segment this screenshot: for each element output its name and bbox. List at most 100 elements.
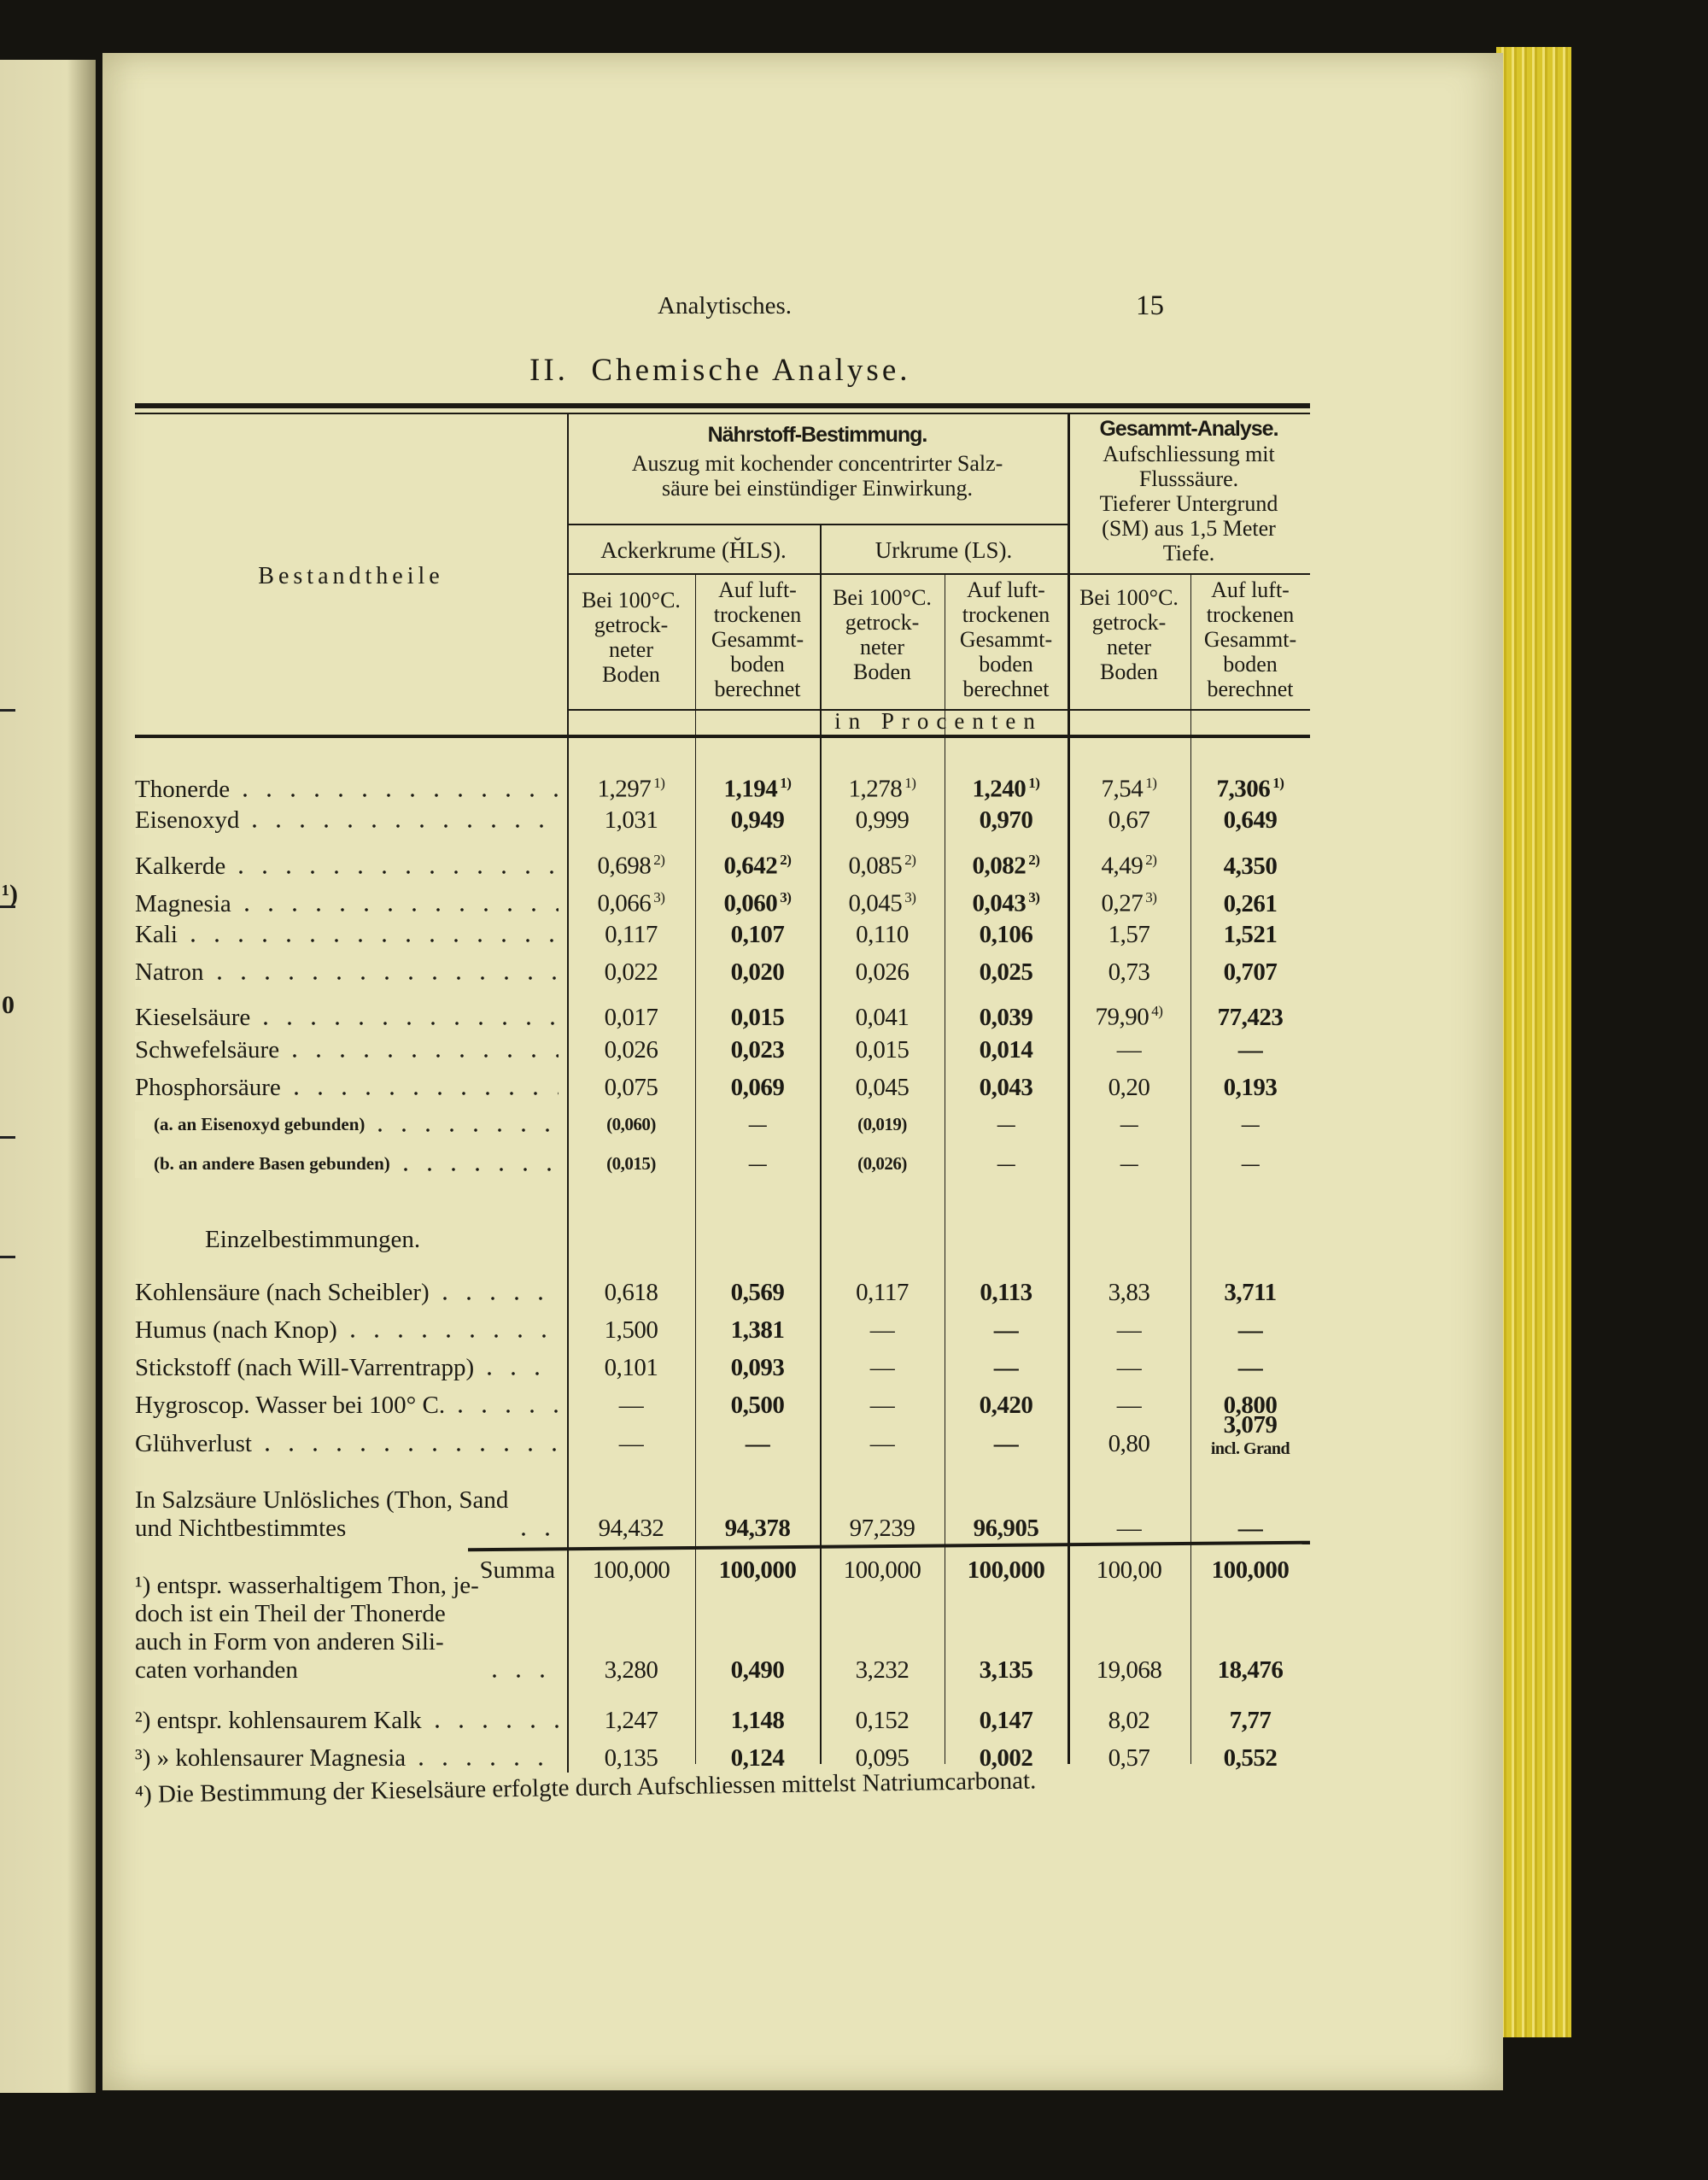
table-cell: — bbox=[945, 1316, 1068, 1345]
left-page-rule bbox=[0, 1136, 15, 1139]
table-cell: 0,949 bbox=[695, 806, 820, 835]
cell-value: 0,147 bbox=[979, 1707, 1033, 1734]
table-cell: — bbox=[1068, 1036, 1190, 1064]
cell-value: 0,261 bbox=[1223, 889, 1278, 917]
leader-dots bbox=[482, 1673, 559, 1679]
footnote-marker: 1) bbox=[1145, 775, 1157, 791]
page-edges bbox=[1496, 47, 1571, 2037]
cell-value: 0,124 bbox=[730, 1744, 785, 1772]
cell-value: 1,194 bbox=[723, 775, 778, 803]
footnote-marker: 3) bbox=[1145, 889, 1157, 905]
table-cell: 0,075 bbox=[567, 1074, 695, 1102]
leader-dots bbox=[254, 1019, 559, 1027]
cell-value: 0,73 bbox=[1108, 958, 1150, 986]
row-label-text: ³) » kohlensaurer Magnesia bbox=[135, 1744, 410, 1773]
leader-dots bbox=[512, 1531, 559, 1538]
cell-value: 0,039 bbox=[979, 1003, 1033, 1031]
unit-rule bbox=[567, 709, 1310, 711]
table-cell: 0,152 bbox=[820, 1707, 945, 1735]
cell-value: 94,432 bbox=[598, 1515, 664, 1542]
table-row: Glühverlust — — — — 0,80 3,079 incl. Grand bbox=[135, 1411, 1310, 1458]
cell-value: 0,117 bbox=[605, 921, 658, 948]
cell-value: 0,017 bbox=[604, 1003, 658, 1031]
group1-subtitle: Auszug mit kochender concentrirter Salz-… bbox=[631, 451, 1003, 501]
cell-value: — bbox=[618, 1392, 644, 1419]
table-cell: — bbox=[1190, 1515, 1310, 1543]
table-cell: 7,77 bbox=[1190, 1707, 1310, 1735]
column-header: Bei 100°C. getrock- neter Boden bbox=[833, 585, 932, 684]
row-label: Magnesia bbox=[135, 889, 567, 918]
table-cell: (0,026) bbox=[820, 1150, 945, 1178]
table-cell: 0,500 bbox=[695, 1392, 820, 1420]
table-cell: 0,999 bbox=[820, 806, 945, 835]
cell-value: 1,278 bbox=[848, 775, 903, 803]
cell-value: 3,83 bbox=[1108, 1279, 1150, 1306]
table-cell: 0,043 bbox=[945, 1074, 1068, 1102]
row-label-text: ¹) entspr. wasserhaltigem Thon, je- doch… bbox=[135, 1572, 483, 1685]
footnote-row: ³) » kohlensaurer Magnesia 0,135 0,124 0,09… bbox=[135, 1744, 1310, 1773]
cell-value: 100,00 bbox=[1096, 1556, 1162, 1584]
row-label: Stickstoff (nach Will-Varrentrapp) bbox=[135, 1354, 567, 1382]
table-cell: 0,020 bbox=[695, 958, 820, 987]
footnote-marker: 1) bbox=[904, 775, 916, 791]
row-label-text: Kali bbox=[135, 921, 181, 949]
cell-value: 0,066 bbox=[597, 889, 652, 917]
table-cell: 0,800 bbox=[1190, 1392, 1310, 1420]
table-cell: 0,110 bbox=[820, 921, 945, 949]
table-cell: 0,117 bbox=[820, 1279, 945, 1307]
cell-value: — bbox=[745, 1430, 770, 1457]
row-label-text: Stickstoff (nach Will-Varrentrapp) bbox=[135, 1354, 478, 1382]
table-cell: 0,043 3) bbox=[945, 883, 1068, 918]
cell-value: 3,280 bbox=[604, 1656, 658, 1684]
row-label: (b. an andere Basen gebunden) bbox=[135, 1150, 567, 1178]
cell-value: 0,117 bbox=[856, 1279, 909, 1306]
cell-value: (0,026) bbox=[857, 1153, 907, 1174]
cell-value: 0,093 bbox=[730, 1354, 785, 1381]
row-label: Glühverlust bbox=[135, 1430, 567, 1458]
cell-value: 8,02 bbox=[1108, 1707, 1150, 1734]
cell-value: — bbox=[1116, 1392, 1142, 1419]
leader-dots bbox=[229, 868, 559, 876]
row-label-text: Thonerde bbox=[135, 775, 234, 804]
cell-value: — bbox=[1237, 1515, 1263, 1542]
table-cell: 0,014 bbox=[945, 1036, 1068, 1064]
table-cell: 0,113 bbox=[945, 1279, 1068, 1307]
table-cell: — bbox=[1190, 1354, 1310, 1382]
cell-value: 1,148 bbox=[730, 1707, 785, 1734]
cell-value: 7,54 bbox=[1101, 775, 1144, 803]
cell-value: 4,49 bbox=[1101, 852, 1144, 880]
cell-value: 0,949 bbox=[730, 806, 785, 834]
table-row: Humus (nach Knop) 1,500 1,381 — — — — bbox=[135, 1316, 1310, 1345]
column-divider bbox=[1068, 414, 1070, 1764]
column-header: Auf luft- trockenen Gesammt- boden berec… bbox=[959, 577, 1053, 701]
leader-dots bbox=[233, 791, 559, 799]
cell-value: 0,015 bbox=[730, 1003, 785, 1031]
cell-value: 0,014 bbox=[979, 1036, 1033, 1064]
table-cell: 0,420 bbox=[945, 1392, 1068, 1420]
table-cell: 3,232 bbox=[820, 1656, 945, 1685]
leader-dots bbox=[283, 1052, 559, 1059]
row-label-text: Natron bbox=[135, 958, 208, 987]
group2-subtitle: Aufschliessung mit Flusssäure. Tieferer … bbox=[1099, 442, 1278, 566]
row-label: ³) » kohlensaurer Magnesia bbox=[135, 1744, 567, 1773]
leader-dots bbox=[207, 975, 559, 982]
cell-value: 1,240 bbox=[972, 775, 1027, 803]
table-cell: — bbox=[1068, 1354, 1190, 1382]
row-label: Thonerde bbox=[135, 775, 567, 804]
table-cell: — bbox=[1068, 1111, 1190, 1139]
leader-dots bbox=[254, 1446, 559, 1453]
row-label: Summa bbox=[135, 1556, 567, 1585]
row-label-text: Kalkerde bbox=[135, 852, 230, 881]
cell-value: — bbox=[869, 1392, 895, 1419]
table-cell: 0,80 bbox=[1068, 1430, 1190, 1458]
cell-value: 0,107 bbox=[730, 921, 785, 948]
table-cell: 1,500 bbox=[567, 1316, 695, 1345]
cell-value: — bbox=[1241, 1114, 1260, 1134]
cell-value: 0,135 bbox=[604, 1744, 658, 1772]
cell-value: 0,026 bbox=[604, 1036, 658, 1064]
cell-value: 0,060 bbox=[723, 889, 778, 917]
table-cell: 7,306 1) bbox=[1190, 769, 1310, 804]
cell-value: 1,381 bbox=[730, 1316, 785, 1344]
footnote-marker: 4) bbox=[1151, 1003, 1163, 1019]
row-label-text: ²) entspr. kohlensaurem Kalk bbox=[135, 1707, 425, 1735]
